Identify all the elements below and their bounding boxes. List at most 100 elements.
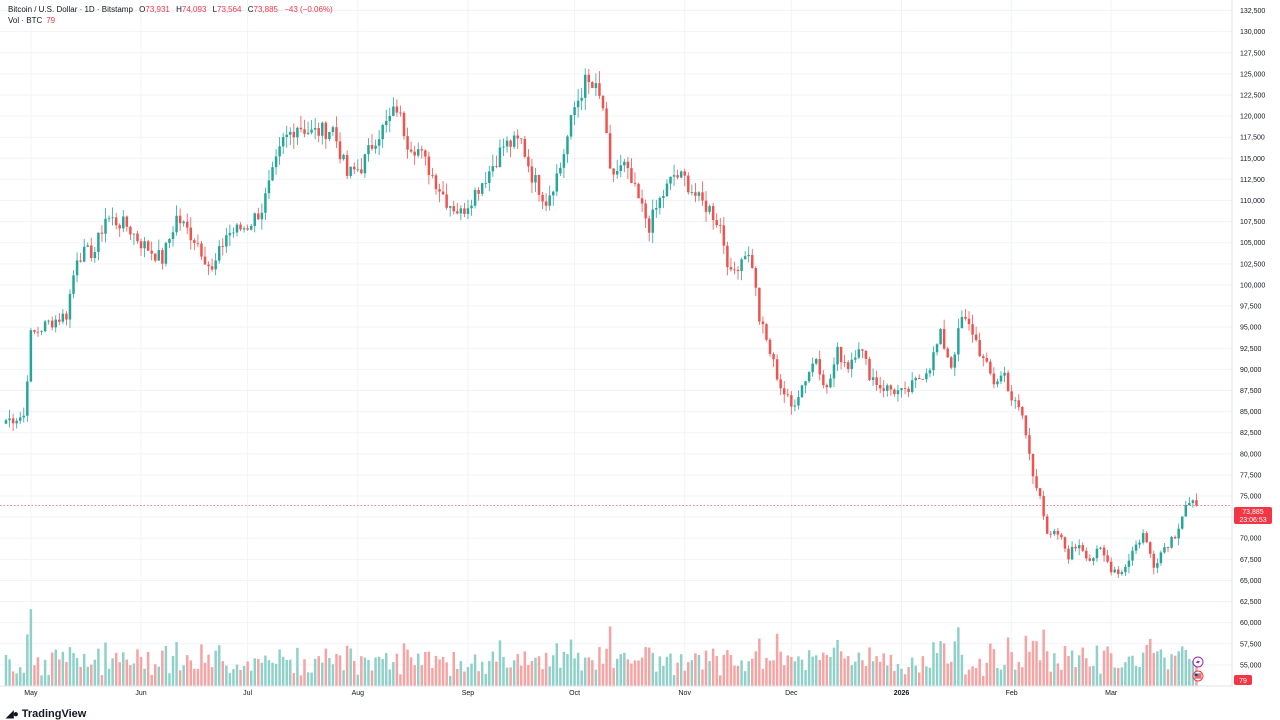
volume-bar xyxy=(715,655,718,686)
candle-body xyxy=(1063,537,1067,549)
lightning-icon[interactable] xyxy=(1192,656,1204,668)
candle-body xyxy=(360,169,363,174)
price-axis[interactable]: 55,000 57,500 60,000 62,500 65,000 67,500 70,0… xyxy=(1240,8,1265,669)
volume-bar xyxy=(1063,645,1067,686)
candle-body xyxy=(377,139,381,146)
volume-bar xyxy=(196,668,200,686)
candle-body xyxy=(942,328,946,349)
volume-bar xyxy=(555,643,559,686)
volume-bar xyxy=(591,660,594,686)
volume-bar xyxy=(370,670,374,686)
volume-label[interactable]: Vol · BTC xyxy=(8,16,43,25)
volume-bar xyxy=(331,664,335,686)
candle-body xyxy=(168,238,171,243)
candle-body xyxy=(672,175,676,177)
volume-bar xyxy=(79,666,82,686)
volume-bar xyxy=(438,659,441,686)
volume-bar xyxy=(367,660,370,686)
candle-body xyxy=(637,183,640,199)
candle-body xyxy=(619,165,623,172)
candle-body xyxy=(544,201,548,206)
candle-body xyxy=(935,344,939,353)
volume-bar xyxy=(836,639,839,686)
candle-body xyxy=(615,171,619,175)
candle-body xyxy=(253,213,256,226)
candle-body xyxy=(200,243,203,257)
volume-bar xyxy=(342,670,345,686)
volume-bar xyxy=(843,658,846,686)
candle-body xyxy=(807,372,811,382)
volume-bar xyxy=(1053,653,1056,686)
volume-bar xyxy=(903,674,907,686)
volume-bar xyxy=(1191,660,1195,686)
candle-body xyxy=(846,362,850,369)
volume-bar xyxy=(1177,651,1180,686)
volume-bar xyxy=(683,670,686,686)
candle-body xyxy=(576,100,580,108)
volume-bar xyxy=(758,638,761,686)
volume-bar xyxy=(420,665,424,686)
volume-bar xyxy=(925,666,928,686)
candle-body xyxy=(129,226,132,235)
volume-bar xyxy=(456,668,459,686)
volume-bar xyxy=(214,650,217,686)
volume-bar xyxy=(907,666,910,686)
tradingview-logo[interactable]: ◢● TradingView xyxy=(6,708,86,720)
candle-body xyxy=(246,228,249,230)
volume-bar xyxy=(626,659,630,686)
volume-bar xyxy=(185,655,189,686)
volume-bar xyxy=(15,673,18,686)
candle-body xyxy=(228,232,232,236)
high-value: 74,093 xyxy=(181,5,207,14)
volume-bar xyxy=(54,649,57,686)
volume-bar xyxy=(999,669,1003,686)
volume-bar xyxy=(171,655,175,686)
volume-bar xyxy=(459,661,463,686)
volume-bar xyxy=(868,647,871,686)
candle-body xyxy=(1099,547,1102,549)
volume-bar xyxy=(1149,639,1152,686)
volume-bar xyxy=(114,652,118,686)
candle-body xyxy=(65,313,68,320)
volume-bar xyxy=(541,669,544,686)
y-tick-label: 95,000 xyxy=(1240,325,1262,332)
y-tick-label: 112,500 xyxy=(1240,177,1265,184)
candle-body xyxy=(740,259,743,272)
volume-bar xyxy=(829,656,832,686)
volume-bar xyxy=(548,666,551,686)
candle-body xyxy=(754,268,758,288)
volume-bar xyxy=(217,645,221,686)
candle-body xyxy=(1077,545,1081,549)
candle-body xyxy=(8,418,11,421)
volume-bar xyxy=(768,660,772,686)
volume-bar xyxy=(910,657,914,686)
candle-body xyxy=(822,374,825,386)
candle-body xyxy=(1117,569,1120,575)
volume-bar xyxy=(552,655,555,686)
volume-bar xyxy=(182,665,185,686)
volume-bar xyxy=(861,660,864,686)
candle-body xyxy=(772,353,775,360)
volume-bar xyxy=(1159,649,1163,686)
volume-bar xyxy=(466,667,470,686)
volume-bar xyxy=(1099,673,1102,686)
candle-body xyxy=(562,154,566,168)
volume-bar xyxy=(871,661,875,686)
volume-bar xyxy=(58,659,61,686)
candle-body xyxy=(29,330,33,382)
volume-bar xyxy=(349,648,352,686)
volume-bar xyxy=(93,659,97,686)
symbol-title[interactable]: Bitcoin / U.S. Dollar · 1D · Bitstamp xyxy=(8,5,133,14)
us-flag-icon[interactable] xyxy=(1192,670,1204,682)
candle-body xyxy=(1031,453,1035,477)
time-axis[interactable]: May Jun Jul Aug Sep Oct Nov Dec 2026 Feb Mar xyxy=(24,690,1118,697)
candle-body xyxy=(875,377,878,386)
y-tick-label: 80,000 xyxy=(1240,451,1262,458)
volume-bar xyxy=(178,670,182,686)
candle-body xyxy=(655,208,658,210)
x-tick-label: Jun xyxy=(135,690,146,697)
volume-bar xyxy=(939,641,942,686)
candle-body xyxy=(903,388,907,389)
candle-body xyxy=(832,364,836,379)
